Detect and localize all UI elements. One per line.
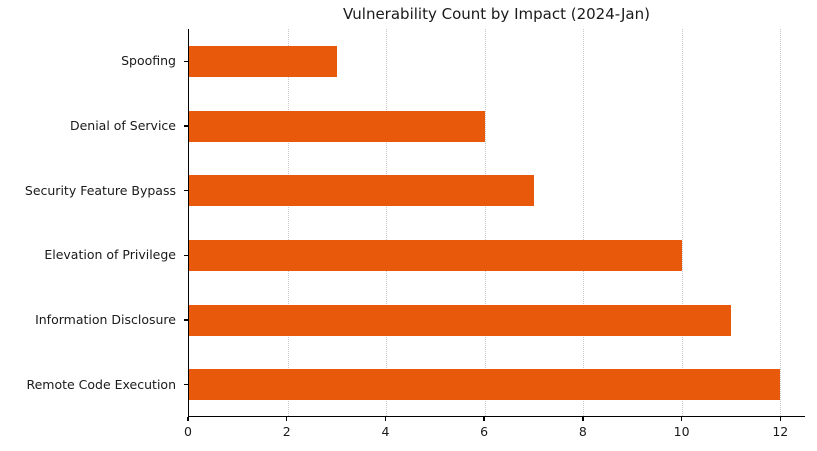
x-tick-mark [582, 417, 584, 421]
gridline [780, 29, 782, 416]
bar [189, 239, 682, 271]
bar [189, 304, 732, 336]
x-tick-label: 8 [578, 424, 587, 439]
x-tick-mark [285, 417, 288, 421]
y-tick-mark [184, 319, 188, 321]
x-tick-label: 0 [184, 424, 192, 439]
x-tick-mark [483, 417, 485, 421]
y-tick-label: Information Disclosure [35, 312, 176, 327]
y-tick-label: Remote Code Execution [26, 376, 176, 392]
x-tick-label: 6 [480, 424, 489, 439]
bar [189, 369, 781, 401]
gridline [287, 29, 289, 416]
chart-title: Vulnerability Count by Impact (2024-Jan) [343, 5, 650, 23]
y-tick-mark [184, 60, 188, 63]
y-tick-label: Security Feature Bypass [24, 182, 176, 198]
gridline [484, 29, 486, 416]
y-tick-label: Elevation of Privilege [44, 247, 176, 263]
plot-area [188, 29, 805, 417]
bar [189, 110, 485, 142]
y-tick-label: Denial of Service [69, 118, 176, 133]
gridline [583, 29, 585, 416]
y-tick-mark [184, 383, 188, 386]
bar [189, 175, 534, 207]
x-tick-mark [187, 417, 189, 421]
x-tick-label: 10 [673, 424, 690, 439]
x-tick-mark [779, 417, 782, 421]
x-tick-label: 4 [381, 424, 390, 439]
x-tick-mark [384, 417, 387, 421]
gridline [681, 29, 683, 416]
x-tick-mark [680, 417, 683, 421]
y-tick-mark [184, 189, 188, 192]
y-tick-mark [184, 125, 188, 127]
y-tick-mark [184, 254, 188, 257]
x-tick-label: 12 [772, 424, 789, 439]
bar [189, 45, 337, 77]
y-tick-label: Spoofing [121, 53, 176, 69]
gridline [386, 29, 388, 416]
x-tick-label: 2 [282, 424, 291, 439]
